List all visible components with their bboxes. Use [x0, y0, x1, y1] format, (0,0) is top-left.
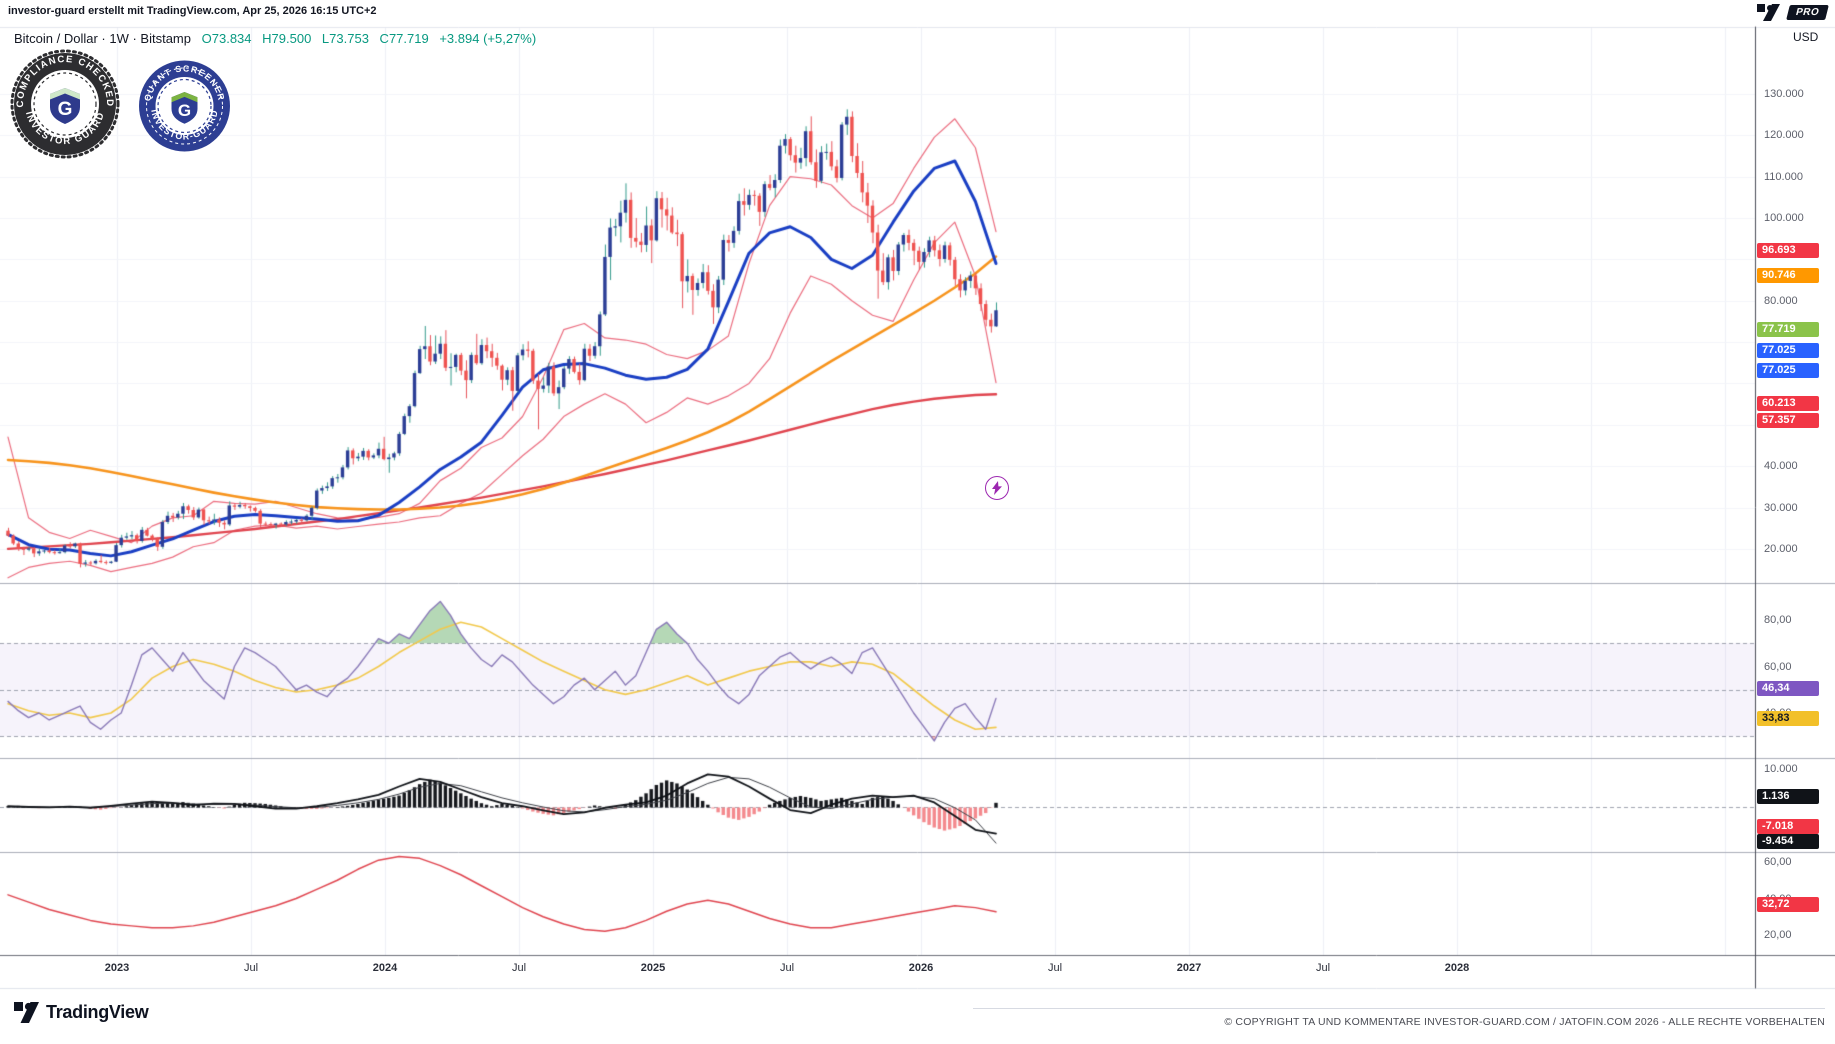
ohlc-close: C77.719	[379, 31, 429, 46]
price-badge: 90.746	[1757, 268, 1819, 283]
axis-tick: 40.000	[1764, 460, 1798, 473]
symbol-row: Bitcoin / Dollar · 1W · Bitstamp O73.834…	[14, 31, 536, 46]
price-badge: 32,72	[1757, 897, 1819, 912]
time-label[interactable]: Jul	[243, 962, 259, 974]
price-badge: 77.719	[1757, 322, 1819, 337]
time-label[interactable]: 2027	[1176, 962, 1202, 974]
ohlc-open: O73.834	[201, 31, 252, 46]
time-label[interactable]: 2028	[1444, 962, 1470, 974]
svg-text:G: G	[178, 101, 191, 120]
tradingview-icon	[1756, 4, 1780, 21]
chart-attribution: investor-guard erstellt mit TradingView.…	[8, 5, 377, 17]
time-label[interactable]: 2023	[104, 962, 130, 974]
compliance-checked-seal: COMPLIANCE CHECKED INVESTOR GUARD G	[10, 49, 120, 159]
time-label[interactable]: Jul	[779, 962, 795, 974]
instant-trading-icon[interactable]	[985, 476, 1009, 500]
axis-tick: 60,00	[1764, 856, 1792, 868]
price-badge: 57.357	[1757, 413, 1819, 428]
price-badge: 33,83	[1757, 711, 1819, 726]
price-badge: 96.693	[1757, 243, 1819, 258]
tradingview-icon	[14, 1002, 39, 1023]
price-badge: -9.454	[1757, 834, 1819, 849]
time-label[interactable]: 2025	[640, 962, 666, 974]
axis-tick: 80.000	[1764, 294, 1798, 307]
axis-tick: 100.000	[1764, 212, 1804, 225]
price-badge: -7.018	[1757, 819, 1819, 834]
price-change: +3.894 (+5,27%)	[439, 31, 537, 46]
axis-tick: 80,00	[1764, 614, 1792, 626]
investor-guard-shield: G	[50, 88, 80, 124]
symbol-title[interactable]: Bitcoin / Dollar · 1W · Bitstamp	[14, 31, 191, 46]
copyright-notice: © COPYRIGHT TA UND KOMMENTARE INVESTOR-G…	[973, 1008, 1825, 1028]
axis-tick: 20,00	[1764, 929, 1792, 941]
price-badge: 1.136	[1757, 789, 1819, 804]
time-label[interactable]: Jul	[1315, 962, 1331, 974]
svg-text:G: G	[58, 99, 73, 120]
pro-badge: PRO	[1785, 5, 1829, 20]
price-badge: 77.025	[1757, 363, 1819, 378]
price-axis-main[interactable]: 130.000120.000110.000100.00080.00050.000…	[1756, 27, 1835, 583]
ohlc-high: H79.500	[262, 31, 312, 46]
time-label[interactable]: Jul	[511, 962, 527, 974]
price-badge: 60.213	[1757, 396, 1819, 411]
tradingview-wordmark: TradingView	[46, 1002, 149, 1022]
time-label[interactable]: 2024	[372, 962, 398, 974]
axis-tick: 110.000	[1764, 170, 1803, 183]
axis-tick: 60,00	[1764, 660, 1792, 673]
quant-screener-seal: QUANT SCREENER INVESTOR-GUARD G	[139, 60, 230, 152]
lightning-bolt-icon	[992, 481, 1002, 495]
tradingview-footer-logo[interactable]: TradingView	[14, 1002, 149, 1023]
axis-tick: 130.000	[1764, 88, 1804, 100]
price-badge: 46,34	[1757, 681, 1819, 696]
price-axis-macd[interactable]: 10.000 1.136 -7.018 -9.454	[1756, 758, 1835, 852]
time-label[interactable]: Jul	[1047, 962, 1063, 974]
time-label[interactable]: 2026	[908, 962, 934, 974]
tradingview-pro-logo[interactable]: PRO	[1756, 4, 1829, 21]
ohlc-low: L73.753	[321, 31, 369, 46]
investor-guard-shield: G	[171, 92, 198, 124]
price-badge: 77.025	[1757, 343, 1819, 358]
axis-tick: 10.000	[1764, 763, 1798, 775]
axis-tick: 120.000	[1764, 129, 1804, 142]
axis-tick: 20.000	[1764, 542, 1798, 555]
currency-label[interactable]: USD	[1793, 30, 1819, 44]
axis-tick: 30.000	[1764, 501, 1798, 514]
